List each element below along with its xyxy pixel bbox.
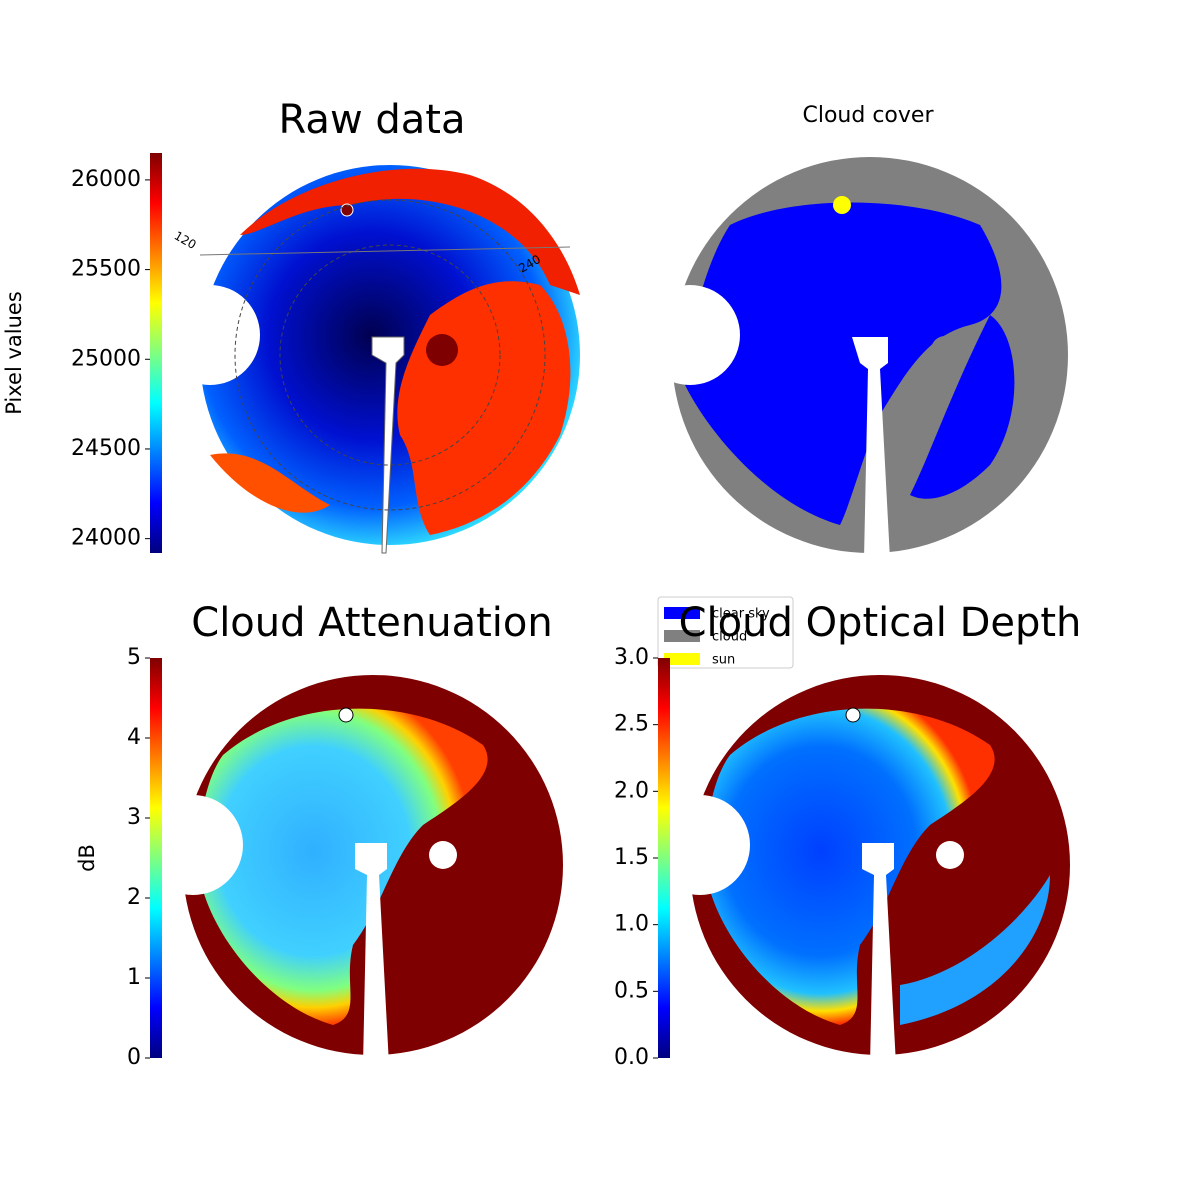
ring: [234, 199, 546, 511]
colorbar-tick-label: 3: [127, 805, 141, 830]
legend-swatch: [664, 630, 700, 642]
sun-mask: [429, 841, 457, 869]
colorbar-tick-label: 24000: [71, 526, 141, 551]
colorbar-tick-label: 3.0: [614, 645, 649, 670]
colorbar-tick-label: 1.5: [614, 845, 649, 870]
colorbar-tick-label: 4: [127, 725, 141, 750]
sun-mask: [936, 841, 964, 869]
colorbar-tick-label: 2: [127, 885, 141, 910]
chart-title: Cloud cover: [803, 103, 935, 128]
colorbar-tick-label: 0.5: [614, 978, 649, 1003]
optical-depth-image: [650, 675, 1070, 1065]
marker: [338, 707, 354, 723]
legend-label: cloud: [712, 630, 747, 645]
mask: [160, 285, 260, 385]
colorbar-tick-label: 0: [127, 1045, 141, 1070]
legend-label: clear sky: [712, 607, 770, 622]
clear-region: [198, 708, 488, 1025]
clear-region: [910, 315, 1015, 499]
chart-title: Cloud Attenuation: [191, 600, 552, 646]
cloud-region: [240, 168, 580, 295]
azimuth-line: [199, 246, 571, 256]
mast: [355, 843, 389, 1065]
marker: [340, 203, 354, 217]
sun-region: [833, 196, 851, 214]
mask: [640, 285, 740, 385]
chart-title: Cloud Optical Depth: [679, 600, 1082, 646]
raw-image: [160, 165, 580, 554]
colorbar: [150, 658, 162, 1058]
colorbar: [150, 153, 162, 553]
mast: [852, 337, 890, 559]
colorbar-tick-label: 25500: [71, 257, 141, 282]
mast: [862, 843, 896, 1065]
legend-swatch: [664, 653, 700, 665]
legend-swatch: [664, 607, 700, 619]
colorbar-tick-label: 2.0: [614, 778, 649, 803]
colorbar-tick-label: 26000: [71, 167, 141, 192]
mask: [650, 795, 750, 895]
cloud-region: [931, 336, 959, 364]
colorbar-tick-label: 24500: [71, 436, 141, 461]
colorbar-tick-label: 25000: [71, 346, 141, 371]
clear-region: [705, 708, 995, 1025]
colorbar: [658, 658, 670, 1058]
colorbar-label: dB: [75, 844, 99, 872]
colorbar-tick-label: 0.0: [614, 1045, 649, 1070]
chart-title: Raw data: [279, 97, 466, 143]
attenuation-image: [143, 675, 563, 1065]
legend-label: sun: [712, 653, 735, 668]
cloud-region: [210, 453, 330, 513]
mask: [143, 795, 243, 895]
colorbar-tick-label: 2.5: [614, 712, 649, 737]
mast: [371, 336, 405, 554]
sun-spot: [426, 334, 458, 366]
colorbar-tick-label: 1.0: [614, 912, 649, 937]
clear-region: [900, 875, 1050, 1025]
clear-region: [685, 202, 1002, 525]
colorbar-tick-label: 5: [127, 645, 141, 670]
colorbar-tick-label: 1: [127, 965, 141, 990]
ring: [279, 244, 501, 466]
annotation: 120: [172, 229, 199, 253]
cloud-cover-image: [640, 157, 1068, 559]
colorbar-label: Pixel values: [2, 291, 26, 415]
marker: [845, 707, 861, 723]
